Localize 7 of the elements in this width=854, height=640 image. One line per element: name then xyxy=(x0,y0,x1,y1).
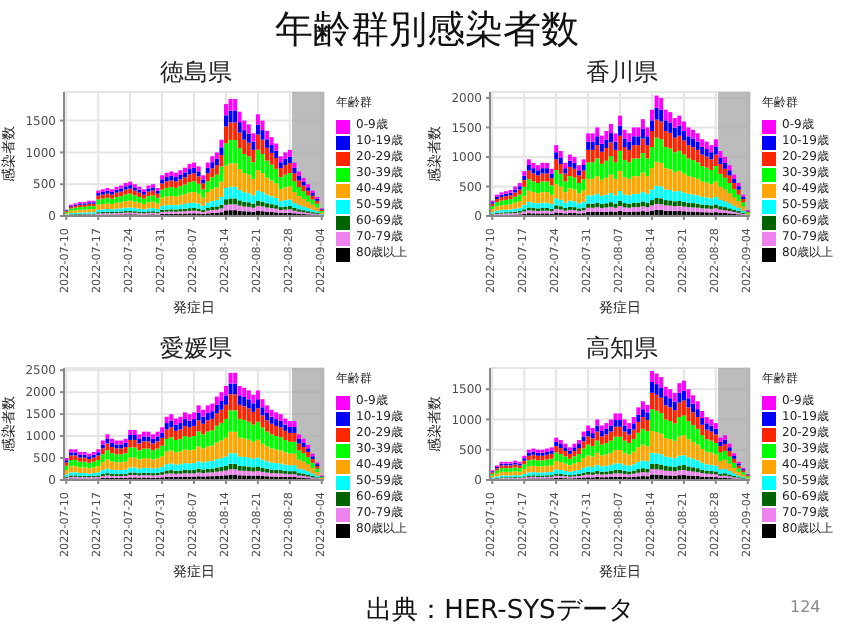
chart-title: 高知県 xyxy=(584,332,660,366)
source-note: 出典：HER-SYSデータ xyxy=(364,594,636,628)
text: 年齢群別感染者数 xyxy=(273,6,581,56)
chart-title: 徳島県 xyxy=(158,56,234,90)
text: 124 xyxy=(790,598,823,616)
chart-title: 香川県 xyxy=(584,56,660,90)
chart-title: 愛媛県 xyxy=(158,332,234,366)
